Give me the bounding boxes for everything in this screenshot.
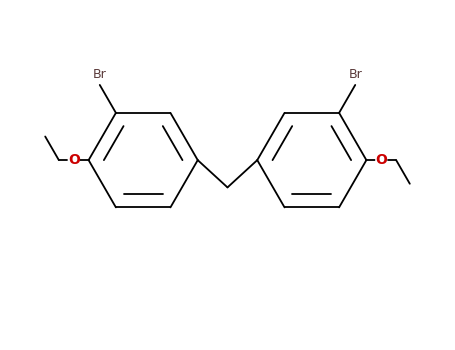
Text: Br: Br — [93, 68, 106, 81]
Text: O: O — [375, 153, 387, 167]
Text: O: O — [68, 153, 80, 167]
Text: Br: Br — [349, 68, 362, 81]
